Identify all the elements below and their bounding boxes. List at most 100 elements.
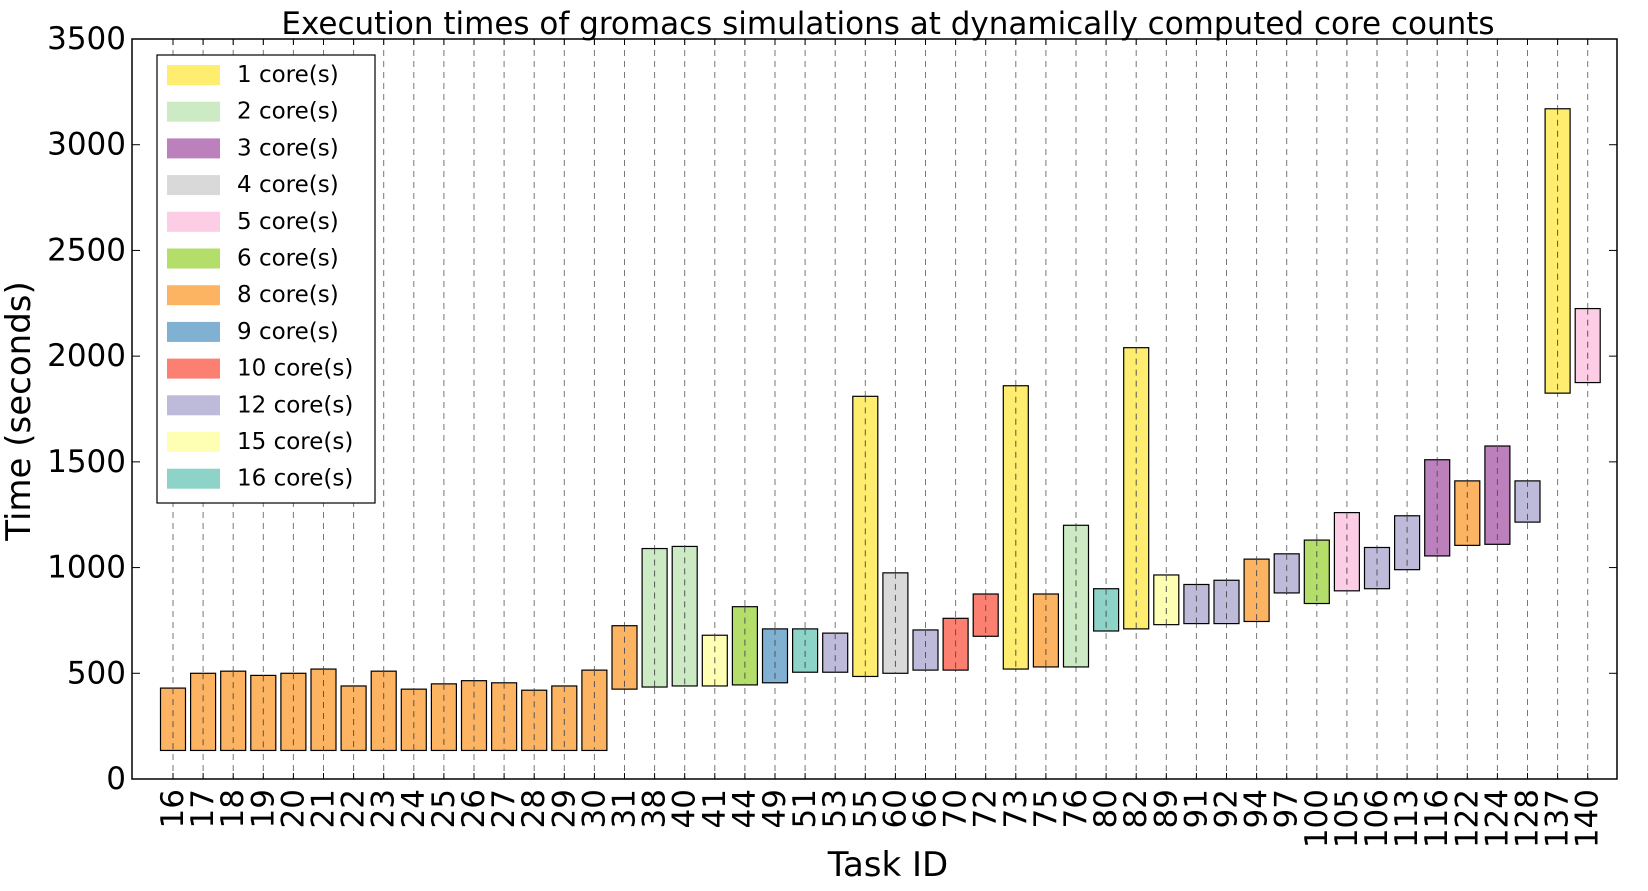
- x-tick-label: 30: [576, 789, 612, 828]
- x-axis: 1617181920212223242526272829303138404144…: [155, 39, 1606, 848]
- x-axis-label: Task ID: [827, 845, 948, 885]
- legend: 1 core(s) 2 core(s) 3 core(s) 4 core(s) 5 co…: [156, 54, 376, 504]
- legend-label: 9 core(s): [237, 319, 339, 345]
- legend-swatch: [167, 395, 220, 416]
- x-tick-label: 24: [396, 789, 432, 828]
- y-tick-label: 3000: [47, 127, 126, 163]
- legend-label: 6 core(s): [237, 246, 339, 272]
- legend-label: 12 core(s): [237, 392, 353, 418]
- y-tick-label: 1000: [47, 550, 126, 586]
- x-tick-label: 70: [938, 789, 974, 828]
- x-tick-label: 38: [637, 789, 673, 828]
- bar: [551, 685, 578, 752]
- legend-label: 5 core(s): [237, 209, 339, 235]
- x-tick-label: 31: [607, 789, 643, 828]
- bar: [1123, 347, 1150, 630]
- x-tick-label: 137: [1540, 789, 1576, 848]
- bar: [521, 689, 548, 752]
- x-tick-label: 18: [215, 789, 251, 828]
- x-tick-label: 124: [1479, 789, 1515, 848]
- legend-swatch: [167, 432, 220, 452]
- plot-frame: [131, 38, 1618, 780]
- legend-label: 15 core(s): [237, 429, 353, 455]
- legend-label: 8 core(s): [237, 282, 339, 308]
- legend-swatch: [167, 248, 220, 269]
- x-tick-label: 97: [1269, 789, 1305, 828]
- x-tick-label: 60: [877, 789, 913, 828]
- x-tick-label: 53: [817, 789, 853, 828]
- x-tick-label: 140: [1570, 789, 1606, 848]
- x-tick-label: 25: [426, 789, 462, 828]
- x-tick-label: 17: [185, 789, 221, 828]
- x-tick-label: 122: [1449, 789, 1485, 848]
- bar: [159, 687, 187, 752]
- bar-layer: [159, 108, 1601, 752]
- x-tick-label: 40: [667, 789, 703, 828]
- bar: [340, 685, 367, 752]
- x-tick-label: 51: [787, 789, 823, 828]
- x-tick-label: 21: [306, 789, 342, 828]
- x-tick-label: 49: [757, 789, 793, 828]
- grid-layer: [172, 39, 1589, 779]
- bar: [852, 395, 879, 678]
- legend-label: 2 core(s): [237, 99, 339, 125]
- x-tick-label: 92: [1209, 789, 1245, 828]
- y-axis-label: Time (seconds): [0, 281, 39, 542]
- bar: [1454, 480, 1481, 546]
- x-tick-label: 19: [245, 789, 281, 828]
- legend-swatch: [167, 358, 220, 379]
- legend-swatch: [167, 285, 220, 306]
- legend-label: 1 core(s): [237, 62, 339, 88]
- bar: [1273, 553, 1300, 594]
- bar: [611, 625, 638, 690]
- legend-label: 10 core(s): [237, 356, 353, 382]
- bar: [1544, 108, 1571, 394]
- legend-swatch: [167, 468, 220, 489]
- legend-swatch: [167, 211, 220, 232]
- bar: [822, 632, 849, 673]
- y-tick-label: 1500: [47, 444, 126, 480]
- y-tick-label: 3500: [47, 21, 126, 57]
- x-tick-label: 100: [1299, 789, 1335, 848]
- bar: [1303, 539, 1330, 605]
- x-tick-label: 128: [1510, 789, 1546, 848]
- bar: [1243, 558, 1270, 623]
- bar: [1002, 385, 1029, 670]
- x-tick-label: 106: [1359, 789, 1395, 848]
- x-tick-label: 73: [998, 789, 1034, 828]
- y-tick-label: 2500: [47, 232, 126, 268]
- x-tick-label: 116: [1419, 789, 1455, 848]
- x-tick-label: 16: [155, 789, 191, 828]
- x-tick-label: 113: [1389, 789, 1425, 848]
- x-tick-label: 22: [336, 789, 372, 828]
- legend-swatch: [167, 321, 220, 342]
- x-tick-label: 26: [456, 789, 492, 828]
- x-tick-label: 55: [847, 789, 883, 828]
- legend-swatch: [167, 101, 220, 122]
- y-tick-label: 2000: [47, 338, 126, 374]
- bar: [400, 688, 427, 752]
- x-tick-label: 105: [1329, 789, 1365, 848]
- x-tick-label: 80: [1088, 789, 1124, 828]
- x-tick-label: 75: [1028, 789, 1064, 828]
- legend-label: 3 core(s): [237, 135, 339, 161]
- x-tick-label: 20: [275, 789, 311, 828]
- x-tick-label: 89: [1148, 789, 1184, 828]
- legend-label: 4 core(s): [237, 172, 339, 198]
- x-tick-label: 82: [1118, 789, 1154, 828]
- x-tick-label: 91: [1178, 789, 1214, 828]
- legend-swatch: [167, 175, 220, 196]
- y-tick-label: 500: [67, 655, 126, 691]
- chart-title: Execution times of gromacs simulations a…: [281, 6, 1494, 42]
- y-axis: 0 500 1000 1500 2000 2500 3000 3500: [47, 21, 1617, 797]
- x-tick-label: 28: [516, 789, 552, 828]
- x-tick-label: 76: [1058, 789, 1094, 828]
- x-tick-label: 94: [1239, 789, 1275, 828]
- y-tick-label: 0: [106, 761, 126, 797]
- legend-box: [156, 54, 376, 504]
- legend-swatch: [167, 138, 220, 159]
- x-tick-label: 41: [697, 789, 733, 828]
- x-tick-label: 66: [908, 789, 944, 828]
